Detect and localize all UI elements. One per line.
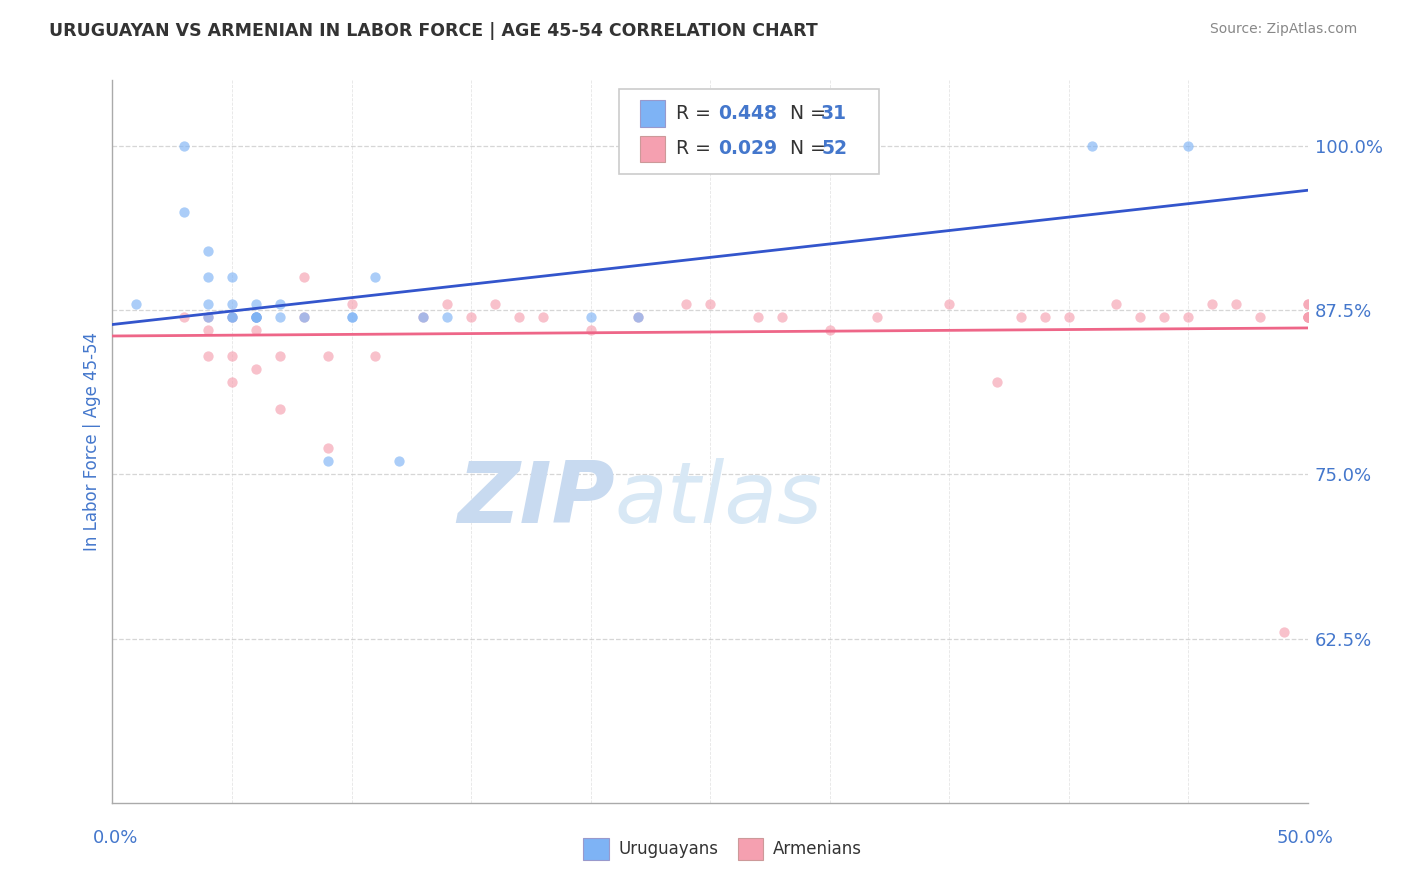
Point: [1249, 310, 1271, 324]
Point: [269, 310, 291, 324]
Point: [173, 139, 195, 153]
Point: [245, 310, 267, 324]
Point: [245, 310, 267, 324]
Point: [316, 441, 339, 455]
Point: [1010, 310, 1032, 324]
Point: [1296, 310, 1319, 324]
Point: [1177, 139, 1199, 153]
Point: [986, 376, 1008, 390]
Point: [245, 310, 267, 324]
Y-axis label: In Labor Force | Age 45-54: In Labor Force | Age 45-54: [83, 332, 101, 551]
Text: atlas: atlas: [614, 458, 823, 541]
Point: [245, 296, 267, 310]
Point: [173, 310, 195, 324]
Point: [197, 244, 219, 258]
Point: [1129, 310, 1152, 324]
Point: [197, 323, 219, 337]
Point: [292, 310, 315, 324]
Text: N =: N =: [778, 139, 831, 159]
Point: [436, 296, 458, 310]
Point: [292, 310, 315, 324]
Point: [1296, 296, 1319, 310]
Point: [1057, 310, 1080, 324]
Point: [770, 310, 793, 324]
Point: [221, 296, 243, 310]
Point: [125, 296, 148, 310]
Point: [1296, 310, 1319, 324]
Point: [197, 296, 219, 310]
Point: [1201, 296, 1223, 310]
Point: [364, 270, 387, 285]
Point: [484, 296, 506, 310]
Point: [531, 310, 554, 324]
Point: [1033, 310, 1056, 324]
Text: URUGUAYAN VS ARMENIAN IN LABOR FORCE | AGE 45-54 CORRELATION CHART: URUGUAYAN VS ARMENIAN IN LABOR FORCE | A…: [49, 22, 818, 40]
Point: [1081, 139, 1104, 153]
Text: N =: N =: [778, 103, 831, 123]
Point: [340, 310, 363, 324]
Text: 0.0%: 0.0%: [93, 829, 138, 847]
Point: [340, 296, 363, 310]
Point: [1153, 310, 1175, 324]
Point: [818, 323, 841, 337]
Point: [1272, 625, 1295, 640]
Point: [747, 310, 769, 324]
Point: [269, 349, 291, 363]
Point: [245, 310, 267, 324]
Point: [1177, 310, 1199, 324]
Text: R =: R =: [676, 139, 717, 159]
Point: [316, 349, 339, 363]
Point: [197, 310, 219, 324]
Point: [245, 323, 267, 337]
Text: Source: ZipAtlas.com: Source: ZipAtlas.com: [1209, 22, 1357, 37]
Point: [197, 270, 219, 285]
Point: [197, 349, 219, 363]
Point: [221, 349, 243, 363]
Point: [866, 310, 889, 324]
Point: [508, 310, 530, 324]
Point: [436, 310, 458, 324]
Text: ZIP: ZIP: [457, 458, 614, 541]
Point: [221, 270, 243, 285]
Point: [221, 376, 243, 390]
Point: [173, 204, 195, 219]
Point: [245, 310, 267, 324]
Point: [675, 296, 697, 310]
Point: [269, 401, 291, 416]
Point: [221, 310, 243, 324]
Point: [269, 296, 291, 310]
Text: Armenians: Armenians: [773, 840, 862, 858]
Point: [221, 310, 243, 324]
Point: [1296, 310, 1319, 324]
Point: [627, 310, 650, 324]
Point: [412, 310, 434, 324]
Point: [1296, 296, 1319, 310]
Point: [627, 310, 650, 324]
Point: [364, 349, 387, 363]
Point: [316, 454, 339, 468]
Point: [579, 310, 602, 324]
Text: Uruguayans: Uruguayans: [619, 840, 718, 858]
Point: [412, 310, 434, 324]
Point: [1225, 296, 1247, 310]
Point: [197, 310, 219, 324]
Text: 52: 52: [821, 139, 846, 159]
Point: [1105, 296, 1128, 310]
Point: [1296, 310, 1319, 324]
Point: [292, 270, 315, 285]
Point: [699, 296, 721, 310]
Point: [579, 323, 602, 337]
Point: [938, 296, 960, 310]
Text: 0.448: 0.448: [718, 103, 778, 123]
Point: [221, 310, 243, 324]
Point: [245, 362, 267, 376]
Point: [460, 310, 482, 324]
Text: R =: R =: [676, 103, 717, 123]
Point: [1296, 310, 1319, 324]
Point: [340, 310, 363, 324]
Text: 50.0%: 50.0%: [1277, 829, 1333, 847]
Text: 0.029: 0.029: [718, 139, 778, 159]
Text: 31: 31: [821, 103, 846, 123]
Point: [388, 454, 411, 468]
